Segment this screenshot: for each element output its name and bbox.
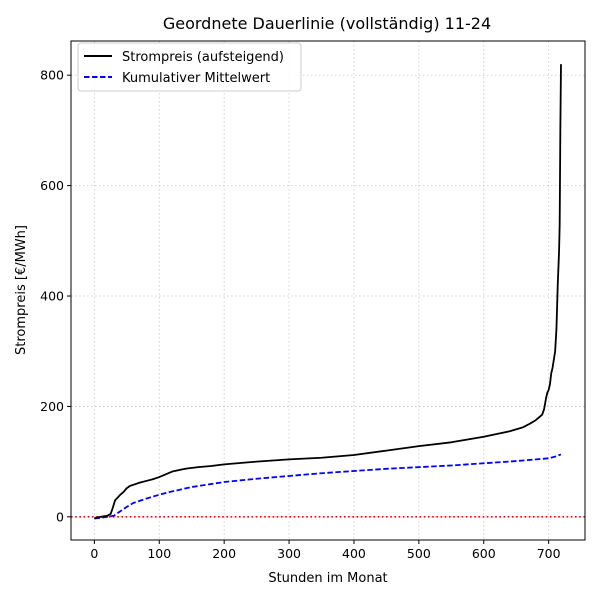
plot-area	[71, 41, 585, 540]
series-line-kumulativer-mittelwert	[94, 453, 562, 520]
x-tick-label: 0	[90, 546, 98, 561]
legend: Strompreis (aufsteigend) Kumulativer Mit…	[77, 42, 302, 92]
x-axis-ticks: 0 100 200 300 400 500 600 700	[90, 540, 561, 561]
y-axis-ticks: 0 200 400 600 800	[40, 68, 71, 524]
x-axis-label: Stunden im Monat	[268, 571, 387, 586]
x-tick-label: 600	[472, 546, 496, 561]
series-line-strompreis	[94, 64, 562, 520]
y-tick-label: 800	[40, 68, 64, 83]
plot-border	[70, 40, 586, 541]
y-tick-label: 200	[40, 399, 64, 414]
legend-label-kumulativer-mittelwert: Kumulativer Mittelwert	[122, 71, 270, 86]
x-tick-label: 400	[342, 546, 366, 561]
legend-label-strompreis: Strompreis (aufsteigend)	[122, 50, 284, 65]
x-tick-label: 700	[537, 546, 561, 561]
y-tick-label: 400	[40, 289, 64, 304]
grid	[71, 41, 585, 540]
x-tick-label: 500	[407, 546, 431, 561]
x-tick-label: 300	[277, 546, 301, 561]
series-layer	[94, 64, 562, 520]
legend-box	[77, 42, 302, 92]
y-tick-label: 600	[40, 178, 64, 193]
x-tick-label: 200	[212, 546, 236, 561]
y-tick-label: 0	[56, 509, 64, 524]
x-tick-label: 100	[147, 546, 171, 561]
y-axis-label: Strompreis [€/MWh]	[14, 225, 29, 355]
chart-title: Geordnete Dauerlinie (vollständig) 11-24	[163, 14, 491, 33]
